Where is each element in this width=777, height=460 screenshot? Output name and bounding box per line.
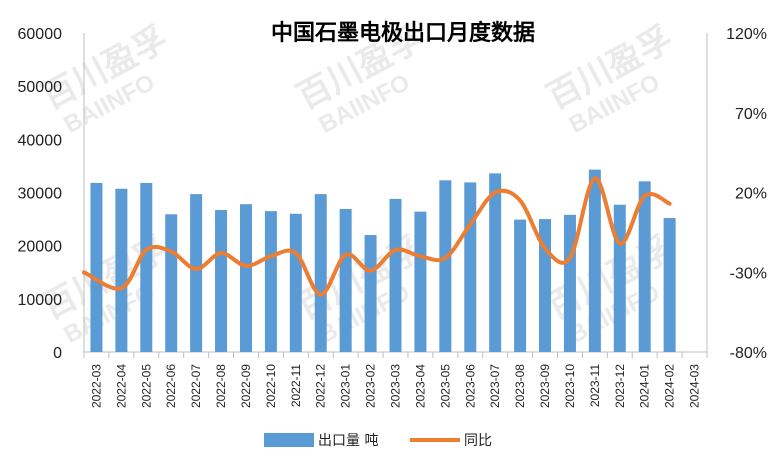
- bar: [439, 180, 452, 352]
- x-tick-label: 2022-08: [214, 364, 228, 408]
- x-tick-label: 2022-03: [89, 364, 103, 408]
- bar: [638, 181, 651, 352]
- legend: 出口量 吨 同比: [264, 433, 492, 449]
- x-tick-label: 2023-05: [438, 364, 452, 408]
- line-series: [82, 176, 672, 297]
- x-tick-label: 2022-10: [264, 364, 278, 408]
- x-tick-label: 2023-12: [613, 364, 627, 408]
- bar-series: [90, 169, 676, 352]
- x-tick-label: 2022-09: [239, 364, 253, 408]
- x-tick-label: 2022-06: [164, 364, 178, 408]
- x-tick-label: 2024-03: [688, 364, 702, 408]
- x-tick-label: 2022-07: [189, 364, 203, 408]
- x-tick-label: 2023-08: [513, 364, 527, 408]
- x-tick-label: 2023-02: [364, 364, 378, 408]
- y-left-tick-label: 40000: [18, 132, 63, 149]
- legend-bar-label: 出口量 吨: [318, 433, 378, 449]
- y-right-tick-label: 120%: [726, 26, 767, 43]
- bar: [314, 194, 327, 352]
- y-axis-right-ticks: -80% -30% 20% 70% 120%: [726, 26, 767, 362]
- bar: [489, 173, 502, 352]
- x-tick-label: 2022-05: [139, 364, 153, 408]
- x-tick-label: 2023-01: [339, 364, 353, 408]
- x-tick-label: 2023-09: [538, 364, 552, 408]
- y-axis-left-ticks: 0 10000 20000 30000 40000 50000 60000: [18, 26, 63, 362]
- y-right-tick-label: 20%: [735, 186, 767, 203]
- x-tick-label: 2024-01: [638, 364, 652, 408]
- bar: [613, 204, 626, 352]
- bar: [339, 208, 352, 352]
- x-tick-label: 2023-11: [588, 364, 602, 407]
- bar: [563, 214, 576, 352]
- bar: [190, 194, 203, 352]
- y-left-tick-label: 60000: [18, 26, 63, 43]
- line-path: [82, 176, 672, 297]
- y-right-tick-label: -80%: [730, 345, 767, 362]
- bar: [389, 198, 402, 352]
- x-tick-label: 2023-07: [488, 364, 502, 408]
- x-tick-label: 2022-11: [289, 364, 303, 407]
- bar: [264, 211, 277, 352]
- bar: [289, 213, 302, 352]
- x-tick-label: 2023-06: [463, 364, 477, 408]
- legend-bar-swatch: [264, 433, 314, 447]
- x-tick-label: 2024-02: [663, 364, 677, 408]
- x-tick-label: 2022-04: [114, 364, 128, 408]
- x-tick-label: 2022-12: [314, 364, 328, 408]
- y-left-tick-label: 10000: [18, 292, 63, 309]
- chart-title: 中国石墨电极出口月度数据: [271, 20, 535, 46]
- x-tick-label: 2023-10: [563, 364, 577, 408]
- bar: [140, 182, 153, 352]
- y-left-tick-label: 30000: [18, 186, 63, 203]
- x-tick-label: 2023-04: [413, 364, 427, 408]
- bar: [514, 219, 527, 352]
- bar: [663, 218, 676, 352]
- bar: [414, 211, 427, 352]
- legend-line-label: 同比: [464, 433, 492, 449]
- bar: [464, 182, 477, 352]
- bar: [364, 235, 377, 352]
- bar: [239, 204, 252, 352]
- y-right-tick-label: 70%: [735, 106, 767, 123]
- x-tick-label: 2023-03: [389, 364, 403, 408]
- bar: [115, 188, 128, 352]
- y-left-tick-label: 50000: [18, 79, 63, 96]
- bar: [90, 182, 103, 352]
- bar: [588, 169, 601, 352]
- bar: [215, 210, 228, 352]
- bar: [165, 214, 178, 352]
- y-right-tick-label: -30%: [730, 265, 767, 282]
- y-left-tick-label: 20000: [18, 239, 63, 256]
- y-left-tick-label: 0: [53, 345, 62, 362]
- x-axis-ticks: 2022-03 2022-04 2022-05 2022-06 2022-07 2022-…: [89, 364, 701, 408]
